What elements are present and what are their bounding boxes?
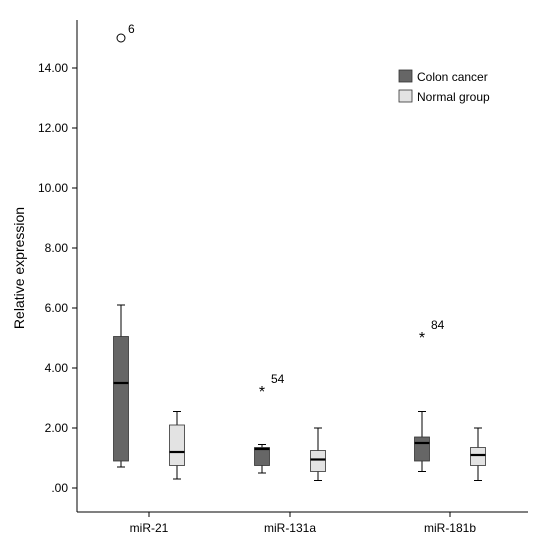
outlier-label: 6	[128, 22, 135, 36]
box-iqr	[310, 450, 326, 472]
box-mir-131a-normal-group	[310, 427, 326, 481]
box-iqr	[470, 447, 486, 466]
box-iqr	[254, 447, 270, 466]
legend-swatch	[398, 89, 413, 103]
y-tick-label: 14.00	[38, 61, 68, 75]
legend: Colon cancer Normal group	[398, 69, 490, 104]
box-mir-181b-colon-cancer	[414, 411, 430, 472]
y-tick-label: 6.00	[45, 301, 69, 315]
boxes	[113, 304, 486, 481]
outlier-star: *	[259, 384, 265, 401]
y-tick-label: 2.00	[45, 421, 69, 435]
outlier-label: 54	[271, 372, 285, 386]
y-tick-label: .00	[51, 481, 68, 495]
box-mir-21-normal-group	[169, 411, 185, 480]
y-tick-label: 8.00	[45, 241, 69, 255]
box-iqr	[414, 436, 430, 462]
y-tick-label: 4.00	[45, 361, 69, 375]
plot-area	[76, 20, 528, 513]
box-mir-131a-colon-cancer	[254, 444, 270, 474]
outliers: 6 * 54 * 84	[116, 22, 445, 401]
box-iqr	[169, 424, 185, 466]
box-iqr	[113, 336, 129, 462]
box-mir-21-colon-cancer	[113, 304, 129, 468]
legend-swatch	[398, 69, 413, 83]
outlier-circle	[116, 33, 126, 43]
x-ticks: miR-21 miR-131a miR-181b	[130, 512, 476, 535]
outlier-star: *	[419, 330, 425, 347]
y-tick-label: 12.00	[38, 121, 68, 135]
legend-label: Normal group	[417, 90, 490, 104]
outlier-label: 84	[431, 318, 445, 332]
legend-label: Colon cancer	[417, 70, 488, 84]
category-label: miR-181b	[424, 521, 476, 535]
category-label: miR-21	[130, 521, 169, 535]
box-mir-181b-normal-group	[470, 427, 486, 481]
category-label: miR-131a	[264, 521, 316, 535]
y-ticks: .00 2.00 4.00 6.00 8.00 10.00 12.00 14.00	[38, 61, 77, 495]
y-axis-title: Relative expression	[11, 207, 27, 329]
y-tick-label: 10.00	[38, 181, 68, 195]
